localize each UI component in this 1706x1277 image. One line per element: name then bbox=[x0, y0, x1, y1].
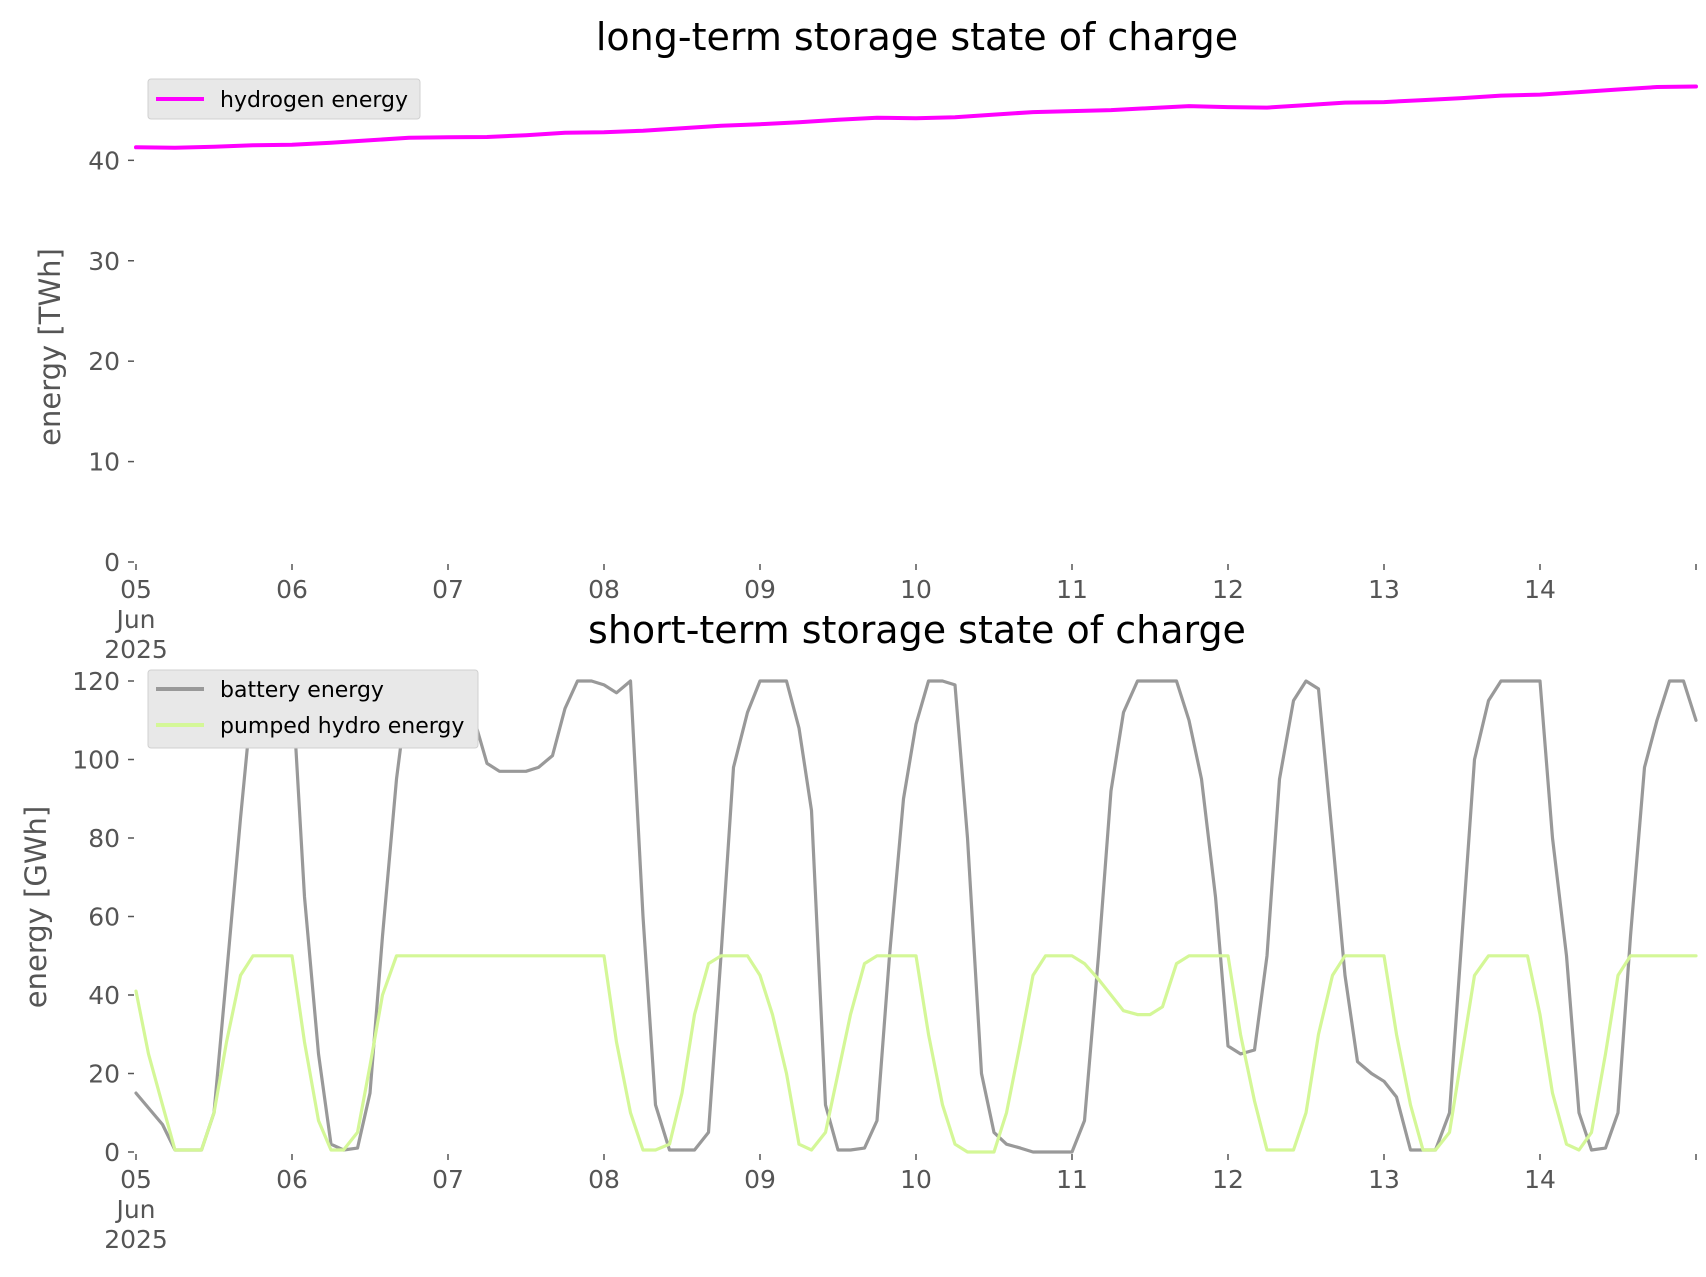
legend-label-pumped-hydro: pumped hydro energy bbox=[220, 714, 464, 739]
series-line-hydrogen-energy bbox=[134, 84, 1698, 150]
series-group bbox=[134, 84, 1698, 150]
x-tick-label: 10 bbox=[900, 575, 932, 604]
legend-box bbox=[147, 669, 479, 749]
x-tick-label: 14 bbox=[1524, 575, 1556, 604]
legend: hydrogen energy bbox=[147, 78, 421, 120]
x-tick-label: 11 bbox=[1056, 575, 1088, 604]
y-tick-label: 120 bbox=[72, 667, 120, 696]
series-line-pumped-hydro-energy bbox=[134, 954, 1698, 1154]
y-tick-label: 20 bbox=[88, 347, 120, 376]
chart-title: long-term storage state of charge bbox=[596, 15, 1238, 59]
x-tick-label: 13 bbox=[1368, 575, 1400, 604]
y-tick-label: 60 bbox=[88, 903, 120, 932]
legend-label-battery: battery energy bbox=[220, 678, 384, 703]
y-tick-label: 40 bbox=[88, 981, 120, 1010]
x-tick-label: Jun bbox=[114, 1195, 155, 1224]
y-axis-label: energy [GWh] bbox=[19, 806, 53, 1008]
x-tick-label: 08 bbox=[588, 1165, 620, 1194]
x-tick-label: 12 bbox=[1212, 1165, 1244, 1194]
long-term-chart: long-term storage state of charge energy… bbox=[33, 15, 1698, 664]
x-tick-label: 05 bbox=[120, 1165, 152, 1194]
y-tick-label: 80 bbox=[88, 824, 120, 853]
chart-title: short-term storage state of charge bbox=[588, 608, 1246, 652]
x-tick-label: 08 bbox=[588, 575, 620, 604]
y-ticks: 0 20 40 60 80 100 120 bbox=[72, 667, 134, 1167]
series-group bbox=[134, 679, 1698, 1154]
y-tick-label: 0 bbox=[104, 548, 120, 577]
x-tick-label: 06 bbox=[276, 575, 308, 604]
y-tick-label: 10 bbox=[88, 448, 120, 477]
y-tick-label: 40 bbox=[88, 146, 120, 175]
x-tick-label: 09 bbox=[744, 1165, 776, 1194]
x-tick-label: 11 bbox=[1056, 1165, 1088, 1194]
legend-label-hydrogen: hydrogen energy bbox=[220, 88, 408, 113]
x-tick-label: 06 bbox=[276, 1165, 308, 1194]
x-tick-label: 2025 bbox=[104, 1225, 168, 1254]
y-tick-label: 30 bbox=[88, 247, 120, 276]
x-tick-label: Jun bbox=[114, 605, 155, 634]
legend-box bbox=[147, 78, 421, 120]
x-tick-label: 14 bbox=[1524, 1165, 1556, 1194]
x-tick-label: 2025 bbox=[104, 635, 168, 664]
y-tick-label: 100 bbox=[72, 746, 120, 775]
x-tick-label: 07 bbox=[432, 1165, 464, 1194]
x-tick-label: 12 bbox=[1212, 575, 1244, 604]
short-term-chart: short-term storage state of charge energ… bbox=[19, 608, 1698, 1254]
y-ticks: 0 10 20 30 40 bbox=[88, 146, 134, 577]
y-axis-label: energy [TWh] bbox=[33, 248, 67, 446]
legend: battery energy pumped hydro energy bbox=[147, 669, 479, 749]
y-tick-label: 0 bbox=[104, 1138, 120, 1167]
x-tick-label: 05 bbox=[120, 575, 152, 604]
x-tick-label: 09 bbox=[744, 575, 776, 604]
y-tick-label: 20 bbox=[88, 1060, 120, 1089]
series-line-battery-energy bbox=[134, 679, 1698, 1154]
x-tick-label: 13 bbox=[1368, 1165, 1400, 1194]
x-tick-label: 10 bbox=[900, 1165, 932, 1194]
x-tick-label: 07 bbox=[432, 575, 464, 604]
